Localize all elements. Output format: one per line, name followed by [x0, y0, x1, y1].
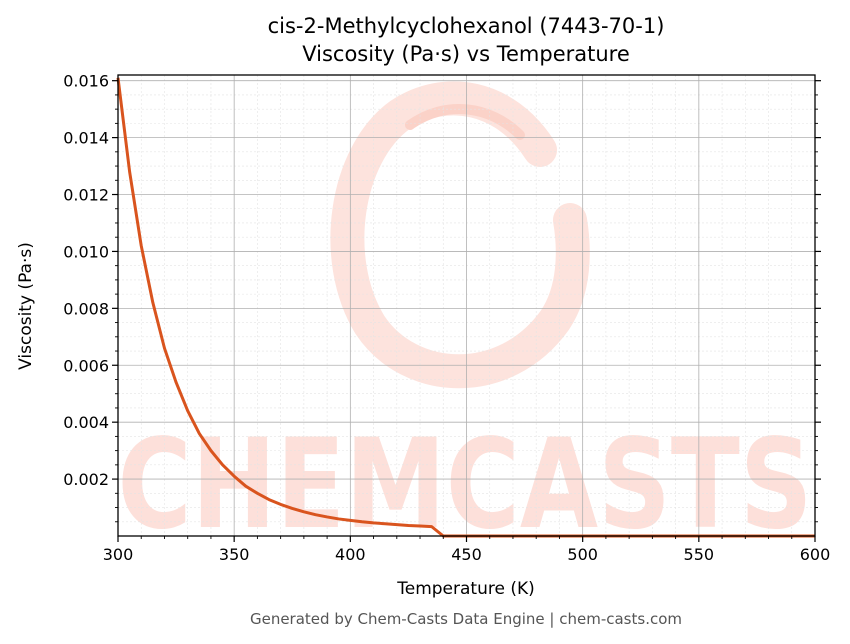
x-tick-label: 450	[451, 545, 482, 564]
y-tick-label: 0.008	[63, 299, 109, 318]
chart-title-line-1: cis-2-Methylcyclohexanol (7443-70-1)	[268, 14, 665, 38]
y-axis-label: Viscosity (Pa·s)	[16, 242, 36, 370]
y-tick-label: 0.002	[63, 470, 109, 489]
grid	[117, 75, 816, 536]
y-tick-label: 0.016	[63, 72, 109, 91]
y-tick-label: 0.006	[63, 356, 109, 375]
y-tick-label: 0.012	[63, 186, 109, 205]
axes: 300 350 400 450 500 550 600 0.002 0.004 0.006 0.00…	[63, 72, 830, 564]
chart-title-line-2: Viscosity (Pa·s) vs Temperature	[302, 42, 630, 66]
chart-title: cis-2-Methylcyclohexanol (7443-70-1) Vis…	[268, 14, 665, 66]
x-tick-label: 550	[684, 545, 715, 564]
x-tick-label: 600	[800, 545, 831, 564]
chemcasts-watermark: CHEMCASTS	[118, 81, 813, 557]
footer-credit: Generated by Chem-Casts Data Engine | ch…	[250, 610, 682, 628]
x-tick-label: 500	[567, 545, 598, 564]
x-tick-label: 300	[103, 545, 134, 564]
series-line-0	[116, 77, 815, 538]
x-axis-label: Temperature (K)	[396, 579, 535, 599]
watermark-text: CHEMCASTS	[118, 413, 813, 557]
x-tick-label: 350	[219, 545, 250, 564]
y-tick-label: 0.004	[63, 413, 109, 432]
x-tick-label: 400	[335, 545, 366, 564]
y-tick-label: 0.014	[63, 129, 109, 148]
watermark-logo	[330, 81, 590, 389]
series-layer	[116, 77, 815, 538]
y-tick-label: 0.010	[63, 242, 109, 261]
